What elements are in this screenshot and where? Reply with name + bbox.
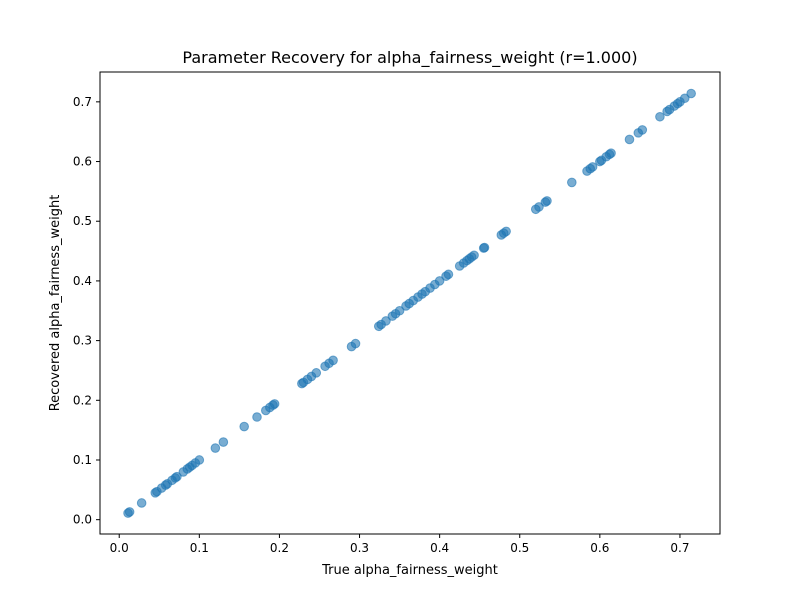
data-point	[567, 177, 577, 188]
data-point	[350, 338, 361, 349]
y-axis-label: Recovered alpha_fairness_weight	[48, 195, 63, 412]
data-point	[239, 421, 249, 432]
data-point	[194, 455, 205, 465]
x-tick-label: 0.7	[670, 541, 689, 555]
data-point	[637, 125, 648, 135]
data-point	[252, 412, 262, 422]
x-tick-label: 0.2	[270, 541, 289, 555]
data-point	[434, 276, 445, 286]
x-tick-label: 0.5	[510, 541, 529, 555]
y-tick-label: 0.1	[73, 453, 92, 467]
data-point	[394, 305, 405, 316]
y-tick-label: 0.5	[73, 214, 92, 228]
data-point	[124, 507, 135, 517]
y-tick-label: 0.4	[73, 274, 92, 288]
data-point	[606, 148, 616, 158]
data-point	[534, 202, 544, 212]
y-axis: 0.0 0.1 0.2 0.3 0.4 0.5 0.6 0.7	[73, 95, 100, 527]
data-point	[311, 368, 322, 378]
data-point	[542, 196, 552, 206]
data-point	[328, 355, 338, 366]
y-tick-label: 0.7	[73, 95, 92, 109]
data-point	[679, 93, 690, 104]
data-point	[686, 88, 696, 99]
data-point	[469, 250, 479, 261]
data-point	[218, 437, 229, 447]
data-points	[123, 88, 696, 518]
x-tick-label: 0.3	[350, 541, 369, 555]
data-point	[172, 471, 182, 482]
y-tick-label: 0.6	[73, 155, 92, 169]
x-axis-label: True alpha_fairness_weight	[321, 563, 498, 578]
data-point	[587, 162, 598, 172]
data-point	[210, 443, 221, 453]
data-point	[655, 111, 665, 122]
plot-frame	[99, 71, 721, 535]
data-point	[479, 242, 490, 253]
data-point	[443, 269, 454, 280]
data-point	[136, 498, 147, 508]
y-tick-label: 0.3	[73, 334, 92, 348]
y-tick-label: 0.0	[73, 513, 92, 527]
x-axis: 0.0 0.1 0.2 0.3 0.4 0.5 0.6 0.7	[110, 534, 689, 555]
x-tick-label: 0.6	[590, 541, 609, 555]
chart-title: Parameter Recovery for alpha_fairness_we…	[182, 48, 637, 68]
data-point	[381, 316, 391, 326]
data-point	[624, 134, 635, 145]
x-tick-label: 0.0	[110, 541, 129, 555]
y-tick-label: 0.2	[73, 393, 92, 407]
x-tick-label: 0.4	[430, 541, 449, 555]
data-point	[269, 399, 280, 409]
x-tick-label: 0.1	[190, 541, 209, 555]
data-point	[501, 226, 511, 237]
